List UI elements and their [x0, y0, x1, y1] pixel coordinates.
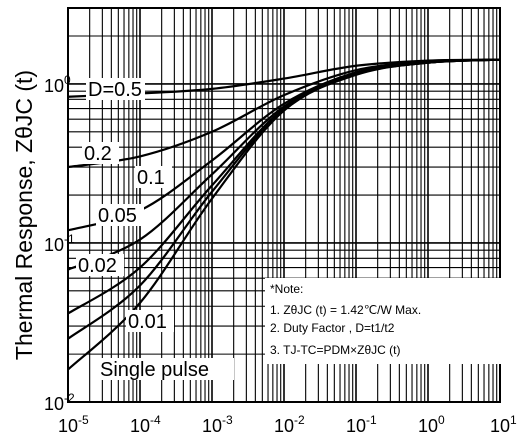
series-line-6 [67, 58, 501, 371]
curve-labels: D=0.5 0.2 0.10.05 0.02 0.01 Single pulse [76, 78, 234, 381]
curve-label-4: 0.02 [78, 255, 117, 277]
x-tick-label-4: 10-1 [346, 413, 377, 436]
curve-label-1: 0.2 [84, 143, 112, 165]
curve-label-bg-0 [86, 78, 145, 100]
y-tick-labels: 100 10-1 10-2 [44, 73, 75, 414]
x-tick-label-0: 10-5 [58, 413, 89, 436]
plot-frame [67, 7, 501, 403]
y-axis-label: Thermal Response, ZθJC (t) [11, 70, 37, 360]
curve-label-bg-2 [135, 166, 172, 188]
curve-label-6: Single pulse [100, 359, 209, 381]
curve-label-3: 0.05 [98, 205, 137, 227]
curve-label-5: 0.01 [128, 311, 167, 333]
curve-label-bg-4 [76, 254, 124, 276]
curve-label-bg-6 [98, 358, 234, 380]
note-background [265, 278, 505, 364]
curve-label-2: 0.1 [137, 167, 165, 189]
y-tick-label-2: 10-2 [44, 391, 75, 414]
curve-label-bg-1 [82, 142, 119, 164]
note-title: *Note: [270, 282, 303, 296]
x-tick-label-6: 101 [490, 413, 517, 436]
note-line-2: 2. Duty Factor , D=t1/t2 [270, 321, 395, 335]
x-tick-label-3: 10-2 [274, 413, 305, 436]
y-tick-label-0: 100 [44, 73, 71, 96]
note-line-3: 3. TJ-TC=PDM×ZθJC (t) [270, 343, 400, 357]
x-tick-label-2: 10-3 [202, 413, 233, 436]
note-box: *Note: 1. ZθJC (t) = 1.42℃/W Max. 2. Dut… [265, 278, 505, 364]
curve-label-0: D=0.5 [88, 79, 142, 101]
note-line-1: 1. ZθJC (t) = 1.42℃/W Max. [270, 303, 421, 317]
x-tick-label-5: 100 [418, 413, 445, 436]
curve-label-bg-5 [126, 310, 174, 332]
x-tick-labels: 10-5 10-4 10-3 10-2 10-1 100 101 [58, 413, 517, 436]
x-tick-label-1: 10-4 [130, 413, 161, 436]
series-lines [67, 58, 501, 371]
y-tick-label-1: 10-1 [44, 232, 75, 255]
curve-label-bg-3 [96, 204, 144, 226]
